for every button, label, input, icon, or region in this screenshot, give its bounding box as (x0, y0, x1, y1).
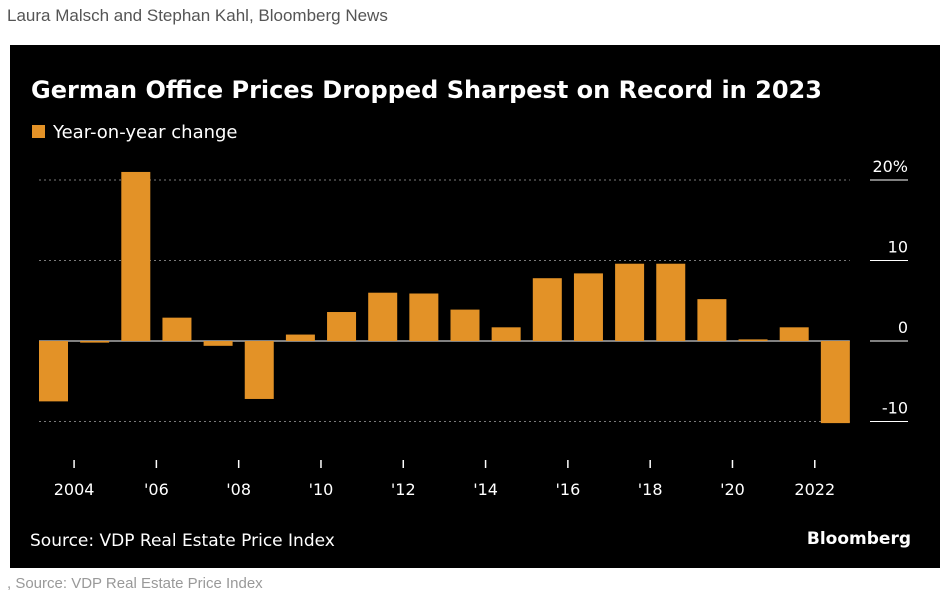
chart-svg: German Office Prices Dropped Sharpest on… (30, 76, 911, 551)
image-caption: , Source: VDP Real Estate Price Index (7, 575, 263, 592)
bar-2015 (532, 278, 562, 341)
ytick-label: -10 (882, 399, 908, 418)
bloomberg-logo: Bloomberg (807, 529, 911, 549)
xtick-label: '20 (720, 480, 745, 499)
chart-title: German Office Prices Dropped Sharpest on… (31, 76, 822, 104)
xtick-label: '14 (473, 480, 498, 499)
bar-2009 (285, 334, 315, 341)
bar-2003 (39, 341, 68, 402)
ytick-label: 10 (888, 238, 908, 257)
bar-2013 (450, 309, 480, 341)
bar-2019 (697, 299, 727, 341)
xtick-label: 2004 (54, 480, 95, 499)
bar-2011 (368, 292, 398, 341)
bar-2007 (203, 341, 233, 346)
bar-2012 (409, 293, 439, 341)
bar-2004 (80, 341, 110, 343)
xtick-label: '06 (144, 480, 169, 499)
bar-2020 (738, 339, 768, 341)
bar-2006 (162, 317, 192, 341)
xtick-label: '18 (638, 480, 663, 499)
ytick-label: 0 (898, 318, 908, 337)
legend-label: Year-on-year change (52, 122, 238, 143)
bar-2016 (573, 273, 603, 341)
bar-2010 (327, 312, 357, 341)
bar-2022 (820, 341, 850, 424)
byline: Laura Malsch and Stephan Kahl, Bloomberg… (7, 6, 388, 25)
bar-2017 (615, 263, 645, 341)
bar-2021 (779, 327, 809, 341)
xtick-label: '16 (555, 480, 580, 499)
bar-2005 (121, 171, 151, 341)
bar-2008 (244, 341, 274, 399)
xtick-label: 2022 (794, 480, 835, 499)
xtick-label: '08 (226, 480, 251, 499)
source-note: Source: VDP Real Estate Price Index (30, 531, 335, 551)
chart-panel: German Office Prices Dropped Sharpest on… (10, 45, 940, 568)
xtick-label: '12 (391, 480, 416, 499)
bar-2018 (656, 263, 686, 341)
xtick-label: '10 (309, 480, 334, 499)
bar-2014 (491, 327, 521, 341)
legend-swatch (32, 125, 45, 138)
ytick-label: 20% (872, 157, 908, 176)
